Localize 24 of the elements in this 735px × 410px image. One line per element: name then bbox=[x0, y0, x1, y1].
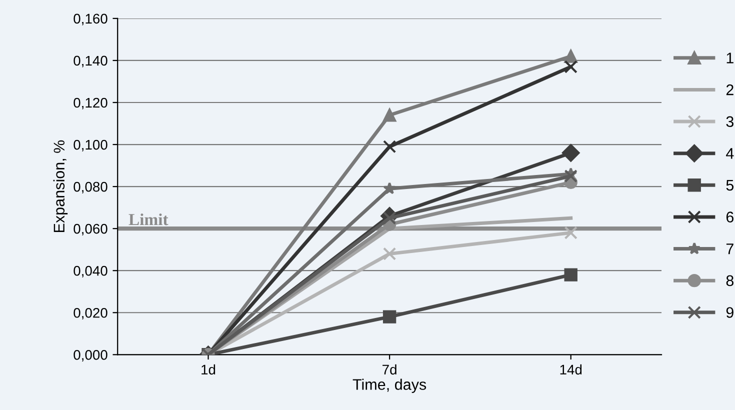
y-axis-title: Expansion, % bbox=[53, 140, 68, 232]
legend-label: 5 bbox=[726, 180, 734, 191]
legend-label: 9 bbox=[726, 307, 734, 318]
y-tick-label: 0,040 bbox=[74, 266, 108, 278]
x-tick-label: 1d bbox=[202, 364, 216, 375]
legend-label: 4 bbox=[726, 148, 734, 159]
y-tick-label: 0,160 bbox=[74, 14, 108, 26]
ref-line-label: Limit bbox=[128, 213, 168, 226]
legend-label: 7 bbox=[726, 244, 734, 254]
y-tick-label: 0,080 bbox=[74, 182, 108, 194]
y-tick-label: 0,020 bbox=[74, 308, 108, 320]
legend-label: 6 bbox=[726, 212, 734, 222]
y-tick-label: 0,100 bbox=[74, 140, 108, 152]
legend-label: 3 bbox=[726, 116, 734, 128]
y-tick-label: 0,120 bbox=[74, 98, 108, 110]
y-tick-label: 0,060 bbox=[74, 224, 108, 236]
x-tick-label: 7d bbox=[382, 364, 396, 375]
x-axis-title: Time, days bbox=[352, 378, 426, 393]
legend-label: 1 bbox=[726, 52, 734, 64]
legend-label: 8 bbox=[726, 275, 734, 286]
y-tick-label: 0,000 bbox=[74, 350, 108, 362]
x-tick-label: 14d bbox=[560, 364, 582, 375]
y-tick-label: 0,140 bbox=[74, 56, 108, 68]
legend-label: 2 bbox=[726, 84, 734, 96]
